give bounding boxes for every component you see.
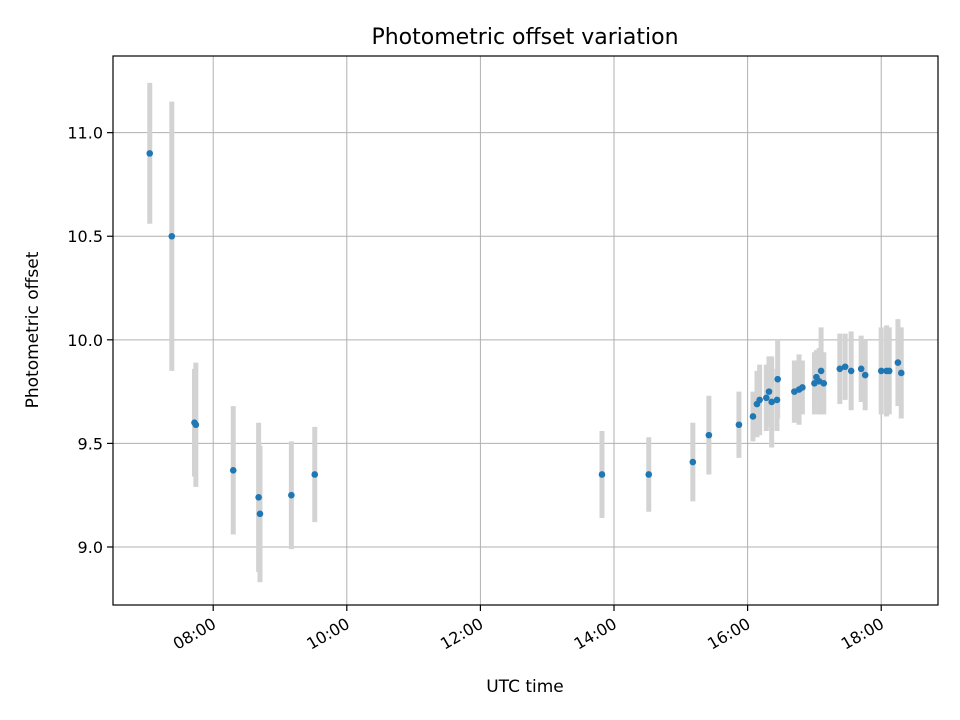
data-point [689,458,697,466]
data-point [192,421,200,429]
y-tick-label: 9.5 [78,434,103,453]
y-tick-label: 10.0 [67,331,103,350]
chart-title: Photometric offset variation [371,25,678,50]
y-tick-label: 11.0 [67,124,103,143]
plot-frame [112,55,939,606]
data-point [311,471,319,478]
data-point [894,359,902,366]
data-point [885,367,893,375]
data-point [756,396,763,404]
data-point [645,471,653,478]
data-point [146,150,154,157]
data-point [799,384,806,391]
data-point [749,413,757,420]
data-point [773,396,781,404]
data-point [836,365,844,373]
data-point [841,363,849,371]
data-point [765,388,773,395]
y-axis-label: Photometric offset [23,251,43,408]
data-point [598,471,606,478]
data-point [168,232,176,240]
data-point [288,491,295,499]
data-point [847,367,855,375]
x-axis-label: UTC time [486,677,564,697]
data-point [877,367,885,375]
data-point [229,467,237,474]
grid [113,56,938,605]
data-point [256,510,264,518]
data-point [768,398,775,406]
y-axis: 9.0 9.5 10.0 10.5 11.0 [67,124,113,557]
data-point [897,369,905,377]
data-point [861,371,869,379]
y-tick-label: 10.5 [67,227,103,246]
y-tick-label: 9.0 [78,538,103,557]
data-point [774,375,781,383]
data-point [763,394,770,402]
data-point [820,380,828,387]
data-point [255,493,262,501]
data-points [146,150,905,518]
data-point [705,431,713,439]
data-point [817,367,825,375]
data-point [735,421,743,429]
data-point [857,365,865,373]
